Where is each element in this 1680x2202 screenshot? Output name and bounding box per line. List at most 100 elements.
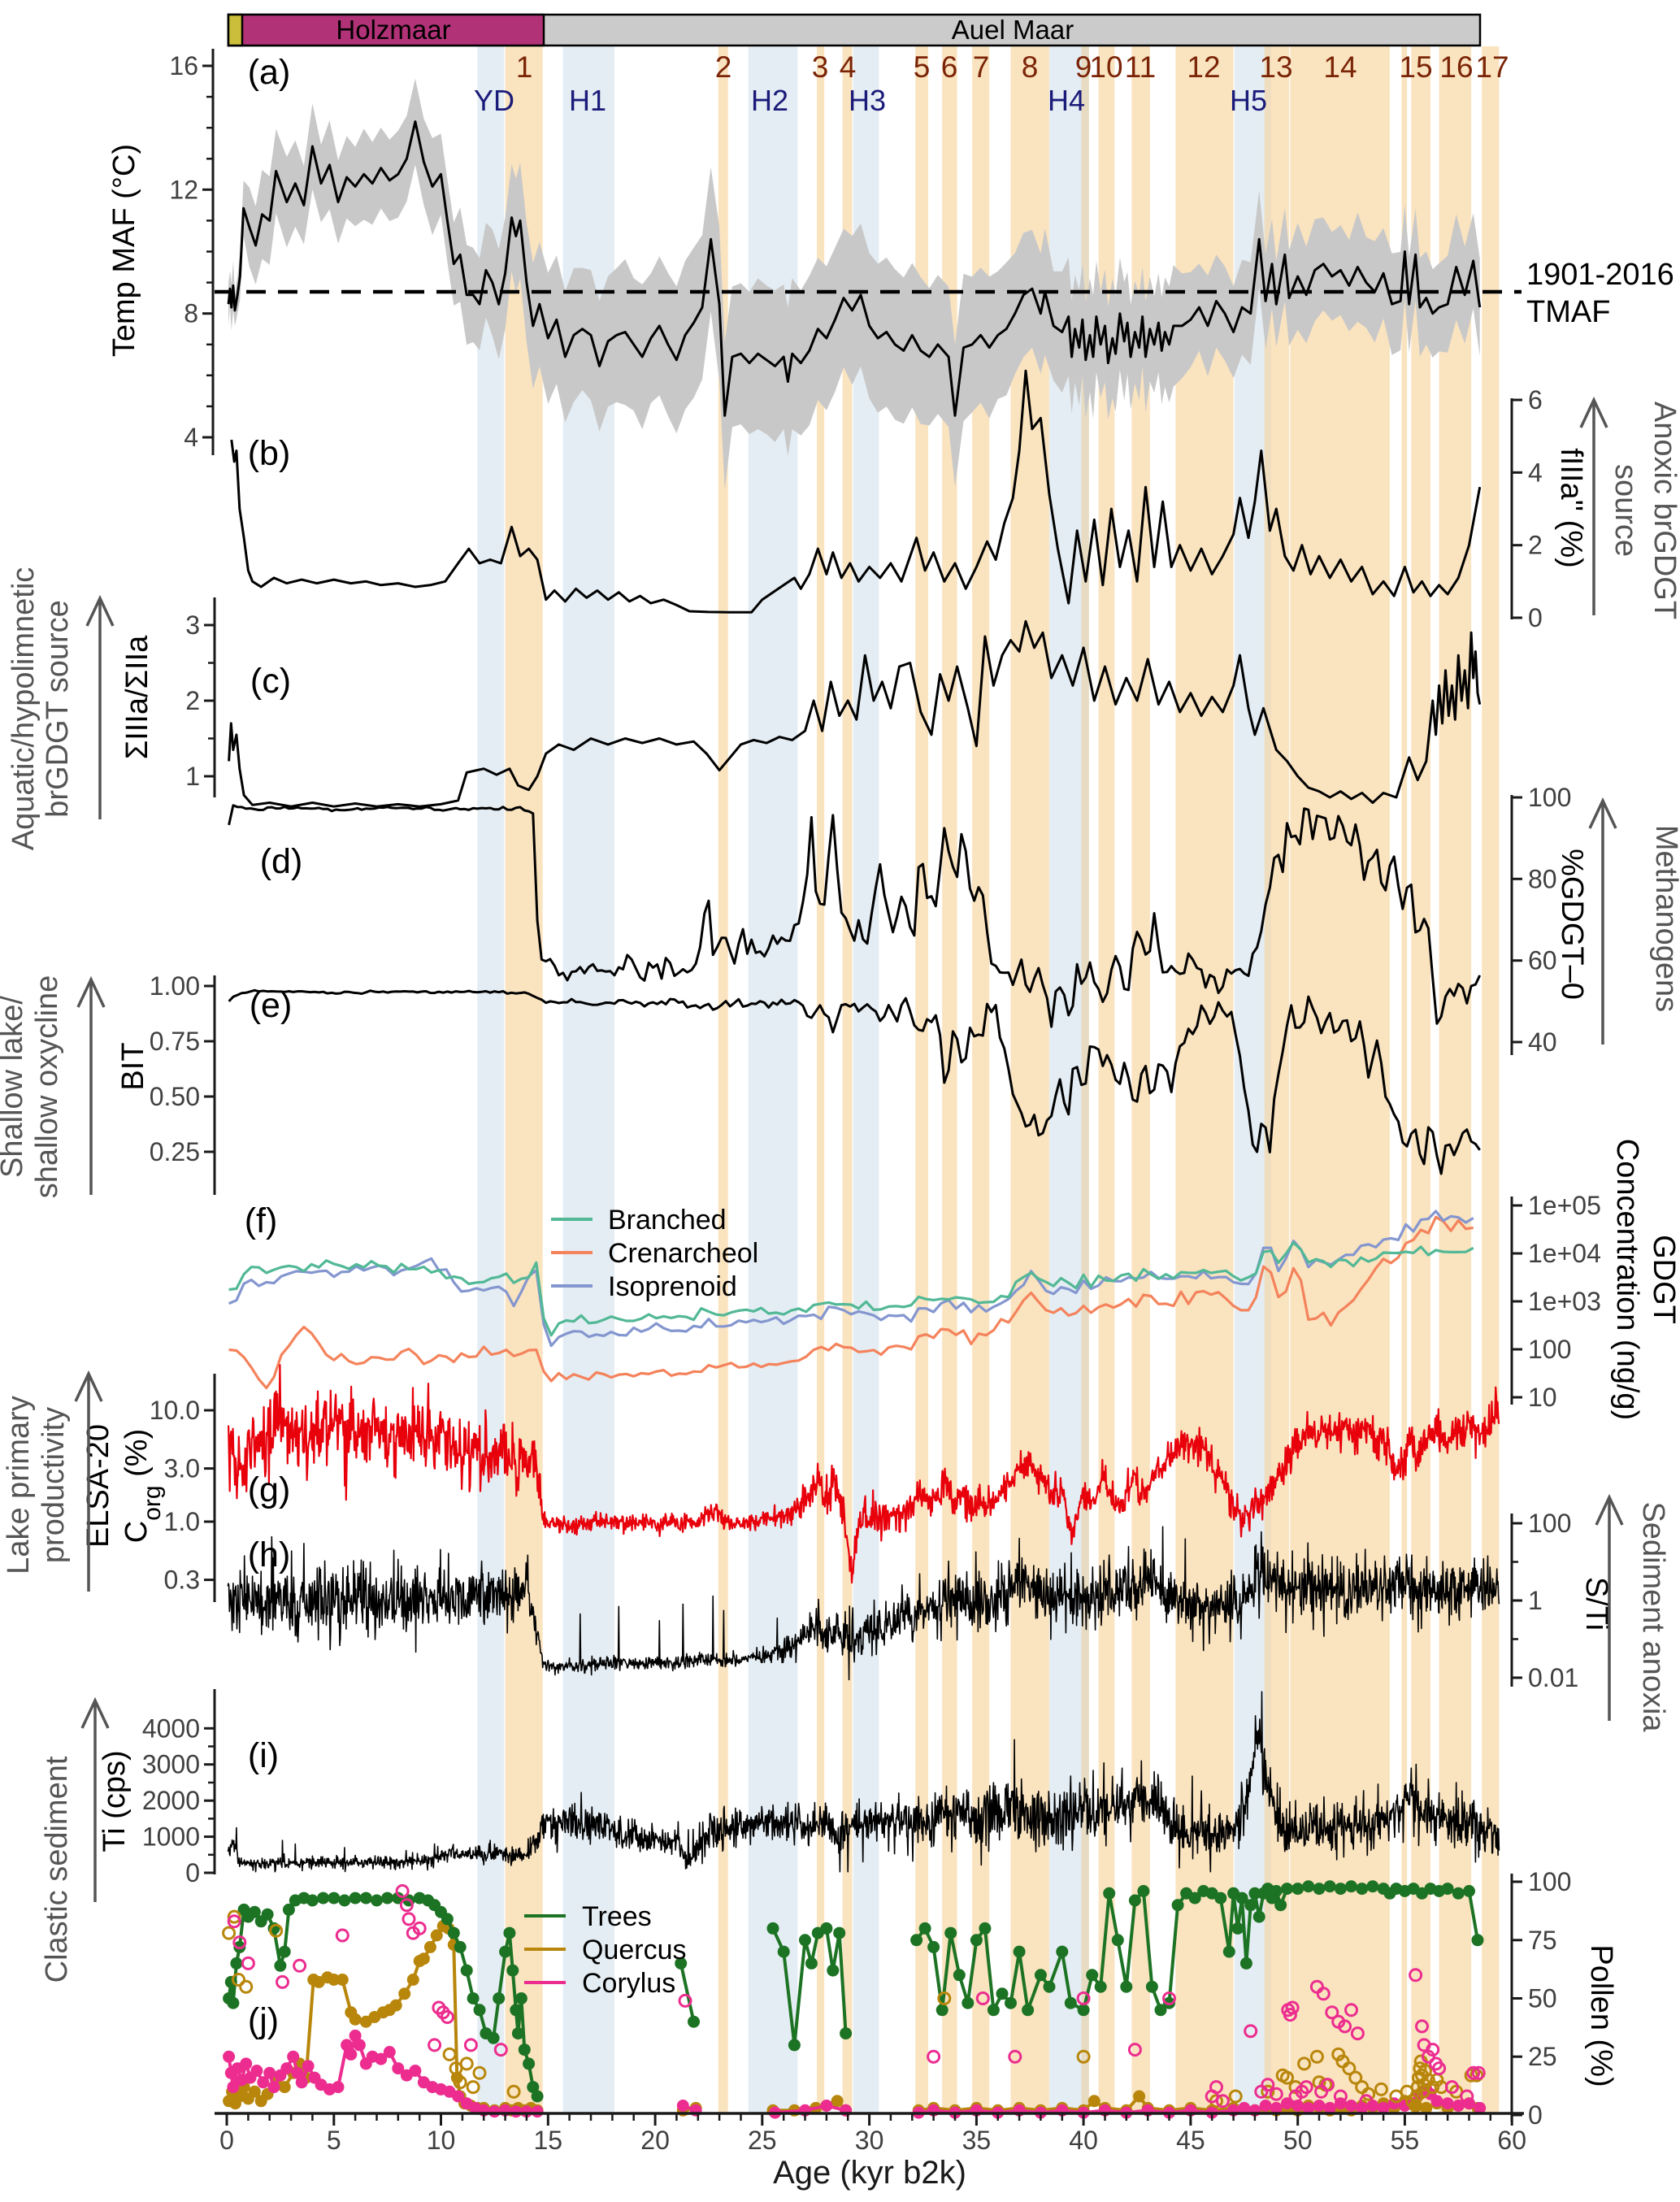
svg-text:Lake primary: Lake primary	[2, 1396, 36, 1574]
svg-text:H2: H2	[751, 84, 788, 117]
svg-text:source: source	[1608, 464, 1643, 557]
svg-text:2: 2	[185, 686, 200, 715]
svg-text:12: 12	[1187, 50, 1220, 84]
svg-text:6: 6	[1528, 385, 1543, 415]
svg-text:9: 9	[1075, 50, 1092, 84]
svg-text:13: 13	[1259, 50, 1292, 84]
svg-text:25: 25	[748, 2126, 777, 2155]
svg-text:Auel Maar: Auel Maar	[952, 15, 1074, 45]
svg-text:7: 7	[973, 50, 990, 84]
svg-text:(h): (h)	[248, 1535, 291, 1574]
svg-text:Ti (cps): Ti (cps)	[98, 1750, 132, 1852]
svg-text:40: 40	[1528, 1027, 1557, 1057]
svg-text:1: 1	[185, 762, 200, 791]
svg-text:Crenarcheol: Crenarcheol	[608, 1238, 758, 1269]
svg-text:H1: H1	[569, 84, 606, 117]
svg-text:3: 3	[185, 610, 200, 640]
svg-text:(j): (j)	[248, 2001, 279, 2040]
svg-text:productivity: productivity	[37, 1407, 71, 1563]
svg-text:brGDGT source: brGDGT source	[41, 600, 75, 817]
svg-text:H4: H4	[1048, 84, 1085, 117]
svg-text:100: 100	[1528, 1335, 1571, 1364]
svg-text:8: 8	[184, 299, 198, 328]
svg-text:0.01: 0.01	[1528, 1663, 1578, 1692]
svg-text:4: 4	[1528, 458, 1543, 487]
svg-text:0.25: 0.25	[150, 1137, 200, 1166]
svg-text:14: 14	[1323, 50, 1357, 84]
svg-text:100: 100	[1528, 1509, 1571, 1538]
svg-text:(b): (b)	[248, 434, 291, 473]
svg-text:40: 40	[1069, 2126, 1098, 2155]
svg-text:0: 0	[185, 1858, 200, 1887]
svg-text:35: 35	[962, 2126, 992, 2155]
svg-text:fIIIa'' (%): fIIIa'' (%)	[1554, 448, 1588, 568]
svg-text:GDGT: GDGT	[1647, 1235, 1680, 1324]
svg-text:1.0: 1.0	[164, 1507, 200, 1536]
svg-text:1: 1	[516, 50, 533, 84]
svg-text:1000: 1000	[142, 1822, 200, 1852]
svg-text:0: 0	[1528, 2100, 1543, 2130]
svg-text:Pollen (%): Pollen (%)	[1584, 1944, 1618, 2087]
svg-text:0: 0	[1528, 603, 1543, 632]
svg-text:(a): (a)	[248, 53, 291, 92]
svg-text:1901-2016: 1901-2016	[1526, 258, 1674, 292]
svg-text:1e+03: 1e+03	[1528, 1287, 1601, 1316]
svg-text:Anoxic brGDGT: Anoxic brGDGT	[1647, 402, 1680, 619]
svg-text:Clastic sediment: Clastic sediment	[40, 1756, 74, 1983]
svg-text:Sediment anoxia: Sediment anoxia	[1636, 1501, 1670, 1732]
svg-text:0.75: 0.75	[150, 1027, 200, 1056]
svg-text:4: 4	[840, 50, 857, 84]
svg-text:Methanogens: Methanogens	[1649, 825, 1680, 1012]
svg-text:75: 75	[1528, 1926, 1557, 1955]
svg-text:Quercus: Quercus	[582, 1935, 687, 1965]
svg-text:Temp MAF (°C): Temp MAF (°C)	[107, 144, 141, 357]
svg-text:10.0: 10.0	[150, 1396, 200, 1425]
svg-text:Branched: Branched	[608, 1205, 727, 1236]
svg-text:50: 50	[1528, 1984, 1557, 2013]
svg-text:15: 15	[1399, 50, 1432, 84]
svg-text:0: 0	[219, 2126, 234, 2155]
svg-text:12: 12	[169, 175, 198, 204]
svg-text:1e+04: 1e+04	[1528, 1239, 1601, 1268]
svg-text:10: 10	[1528, 1383, 1557, 1412]
svg-text:3.0: 3.0	[164, 1454, 200, 1483]
svg-text:50: 50	[1283, 2126, 1313, 2155]
svg-text:60: 60	[1497, 2126, 1526, 2155]
svg-text:%GDGT–0: %GDGT–0	[1555, 849, 1589, 1000]
svg-text:TMAF: TMAF	[1526, 295, 1610, 329]
svg-text:30: 30	[855, 2126, 884, 2155]
svg-text:(g): (g)	[248, 1470, 291, 1509]
svg-text:3: 3	[812, 50, 829, 84]
svg-text:10: 10	[1089, 50, 1122, 84]
svg-text:55: 55	[1391, 2126, 1420, 2155]
svg-text:4000: 4000	[142, 1713, 200, 1743]
svg-text:16: 16	[169, 51, 198, 80]
svg-text:0.50: 0.50	[150, 1082, 200, 1111]
svg-text:(f): (f)	[245, 1201, 278, 1240]
svg-text:2: 2	[715, 50, 732, 84]
svg-text:H5: H5	[1230, 84, 1267, 117]
svg-text:YD: YD	[474, 84, 514, 117]
svg-text:3000: 3000	[142, 1750, 200, 1779]
svg-text:BIT: BIT	[116, 1042, 150, 1090]
svg-text:10: 10	[427, 2126, 456, 2155]
svg-text:20: 20	[640, 2126, 670, 2155]
svg-text:25: 25	[1528, 2042, 1557, 2071]
svg-text:17: 17	[1475, 50, 1509, 84]
svg-text:1e+05: 1e+05	[1528, 1191, 1601, 1220]
svg-text:ΣIIIa/ΣIIa: ΣIIIa/ΣIIa	[120, 635, 154, 759]
svg-text:6: 6	[941, 50, 958, 84]
svg-text:(i): (i)	[248, 1736, 279, 1775]
svg-text:Aquatic/hypolimnetic: Aquatic/hypolimnetic	[7, 567, 41, 851]
svg-text:(c): (c)	[250, 662, 291, 701]
svg-text:(d): (d)	[260, 842, 303, 881]
svg-text:1.00: 1.00	[150, 971, 200, 1001]
svg-text:1: 1	[1528, 1586, 1543, 1615]
svg-text:Age (kyr b2k): Age (kyr b2k)	[773, 2155, 966, 2191]
svg-text:2: 2	[1528, 531, 1543, 560]
svg-text:ELSA-20: ELSA-20	[81, 1424, 115, 1548]
svg-text:4: 4	[184, 423, 198, 452]
svg-text:Trees: Trees	[582, 1901, 652, 1932]
svg-text:Concentration (ng/g): Concentration (ng/g)	[1610, 1139, 1644, 1420]
svg-text:8: 8	[1022, 50, 1039, 84]
